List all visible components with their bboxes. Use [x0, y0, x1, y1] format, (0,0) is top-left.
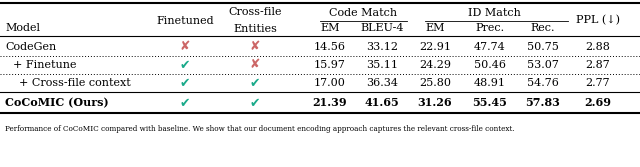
Text: Performance of CoCoMIC compared with baseline. We show that our document encodin: Performance of CoCoMIC compared with bas…: [5, 125, 515, 133]
Text: ✘: ✘: [250, 41, 260, 53]
Text: ✔: ✔: [180, 97, 190, 110]
Text: 36.34: 36.34: [366, 78, 398, 88]
Text: + Finetune: + Finetune: [13, 60, 77, 70]
Text: 57.83: 57.83: [525, 98, 561, 109]
Text: 14.56: 14.56: [314, 42, 346, 52]
Text: BLEU-4: BLEU-4: [360, 23, 404, 33]
Text: Model: Model: [5, 23, 40, 33]
Text: 22.91: 22.91: [419, 42, 451, 52]
Text: ID Match: ID Match: [468, 8, 520, 18]
Text: ✘: ✘: [250, 58, 260, 71]
Text: 55.45: 55.45: [472, 98, 508, 109]
Text: 17.00: 17.00: [314, 78, 346, 88]
Text: 31.26: 31.26: [418, 98, 452, 109]
Text: 48.91: 48.91: [474, 78, 506, 88]
Text: 53.07: 53.07: [527, 60, 559, 70]
Text: 2.69: 2.69: [584, 98, 611, 109]
Text: Finetuned: Finetuned: [156, 16, 214, 26]
Text: ✔: ✔: [180, 58, 190, 71]
Text: ✔: ✔: [250, 76, 260, 90]
Text: Cross-file: Cross-file: [228, 7, 282, 17]
Text: 24.29: 24.29: [419, 60, 451, 70]
Text: + Cross-file context: + Cross-file context: [19, 78, 131, 88]
Text: CoCoMIC (Ours): CoCoMIC (Ours): [5, 98, 109, 109]
Text: Rec.: Rec.: [531, 23, 556, 33]
Text: Entities: Entities: [233, 24, 277, 34]
Text: 25.80: 25.80: [419, 78, 451, 88]
Text: 54.76: 54.76: [527, 78, 559, 88]
Text: 41.65: 41.65: [365, 98, 399, 109]
Text: EM: EM: [320, 23, 340, 33]
Text: Prec.: Prec.: [476, 23, 504, 33]
Text: 50.75: 50.75: [527, 42, 559, 52]
Text: Code Match: Code Match: [329, 8, 397, 18]
Text: PPL (↓): PPL (↓): [576, 15, 620, 26]
Text: 2.87: 2.87: [586, 60, 611, 70]
Text: ✔: ✔: [250, 97, 260, 110]
Text: 21.39: 21.39: [313, 98, 348, 109]
Text: 15.97: 15.97: [314, 60, 346, 70]
Text: 2.77: 2.77: [586, 78, 611, 88]
Text: 33.12: 33.12: [366, 42, 398, 52]
Text: CodeGen: CodeGen: [5, 42, 56, 52]
Text: EM: EM: [425, 23, 445, 33]
Text: 2.88: 2.88: [586, 42, 611, 52]
Text: ✔: ✔: [180, 76, 190, 90]
Text: ✘: ✘: [180, 41, 190, 53]
Text: 50.46: 50.46: [474, 60, 506, 70]
Text: 47.74: 47.74: [474, 42, 506, 52]
Text: 35.11: 35.11: [366, 60, 398, 70]
